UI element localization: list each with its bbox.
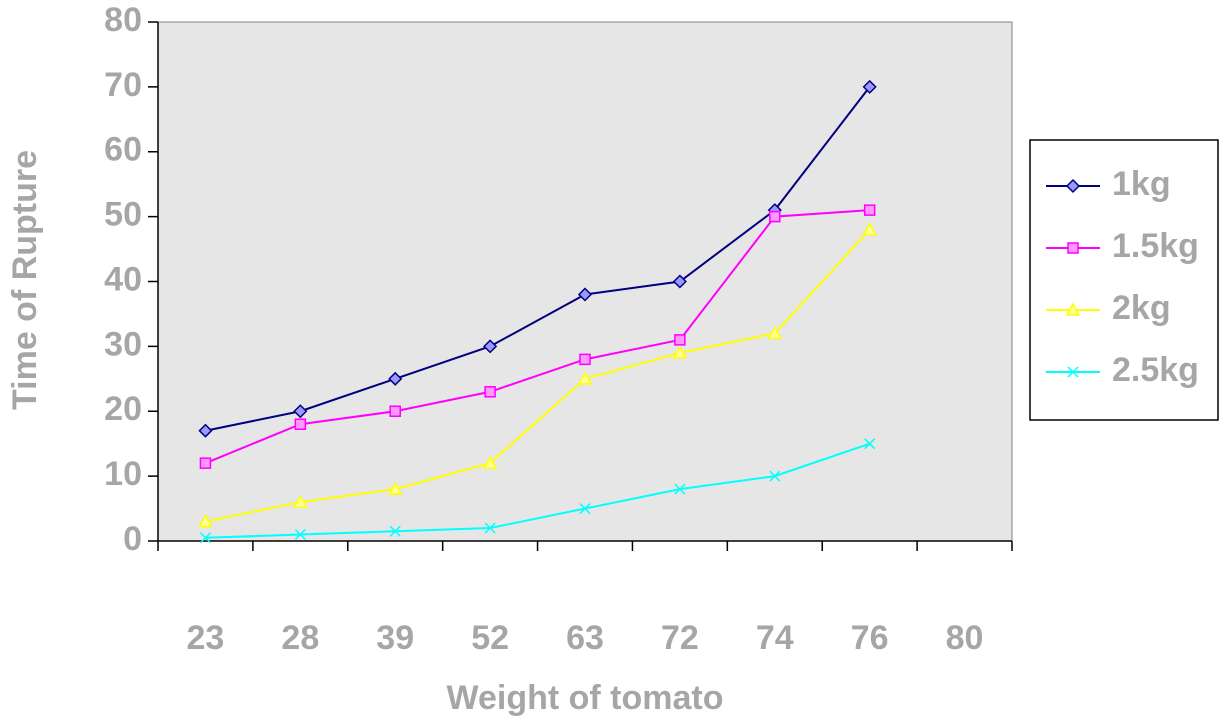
data-point	[199, 532, 211, 544]
y-tick-label: 60	[104, 131, 142, 169]
data-point	[579, 503, 591, 515]
legend-label: 2kg	[1112, 289, 1171, 327]
data-point	[674, 334, 686, 346]
series-line	[205, 228, 871, 523]
data-point	[294, 528, 306, 541]
y-tick-label: 0	[123, 520, 142, 558]
legend-label: 1.5kg	[1112, 227, 1199, 265]
x-tick-label: 72	[661, 619, 699, 657]
data-point	[199, 457, 212, 469]
data-point	[863, 204, 876, 216]
legend-label: 2.5kg	[1112, 351, 1199, 389]
data-point	[482, 455, 498, 469]
series-line	[205, 442, 870, 539]
y-tick-label: 70	[104, 66, 142, 104]
data-point	[674, 483, 686, 495]
x-tick-label: 23	[187, 619, 225, 657]
data-point	[483, 339, 498, 354]
x-tick-label: 80	[946, 619, 984, 657]
data-point	[862, 222, 877, 236]
legend-label: 1kg	[1112, 165, 1171, 203]
x-tick-label: 52	[471, 619, 509, 657]
data-point	[862, 79, 877, 94]
data-point	[389, 405, 401, 417]
y-tick-label: 30	[104, 325, 142, 363]
y-tick-label: 80	[104, 1, 142, 39]
data-point	[293, 494, 308, 508]
data-point	[198, 513, 213, 528]
x-axis-title: Weight of tomato	[447, 679, 724, 717]
data-point	[769, 210, 781, 223]
data-point	[294, 418, 307, 430]
x-tick-label: 39	[376, 619, 414, 657]
legend-marker	[1065, 302, 1081, 316]
legend-marker	[1065, 178, 1081, 194]
y-axis-title: Time of Rupture	[6, 150, 44, 410]
series-line	[205, 209, 870, 465]
data-point	[389, 525, 401, 537]
data-point	[388, 371, 403, 386]
plot-area	[157, 21, 1013, 542]
data-point	[198, 423, 213, 438]
x-tick-label: 74	[756, 619, 794, 657]
legend-marker	[1067, 242, 1079, 254]
y-tick-label: 20	[104, 390, 142, 428]
legend: 1kg 1.5kg 2kg 2.5kg	[1029, 139, 1219, 421]
data-point	[579, 353, 591, 366]
data-point	[672, 345, 688, 359]
legend-marker	[1067, 366, 1079, 378]
data-point	[293, 404, 308, 419]
data-point	[387, 481, 403, 495]
data-point	[769, 470, 781, 482]
data-point	[577, 287, 593, 302]
x-tick-label: 63	[566, 619, 604, 657]
data-point	[672, 274, 687, 289]
x-tick-label: 28	[281, 619, 319, 657]
data-point	[577, 371, 593, 385]
data-point	[767, 325, 783, 340]
data-point	[484, 522, 496, 534]
x-tick-label: 76	[851, 619, 889, 657]
series-line	[205, 86, 871, 432]
y-tick-label: 40	[104, 260, 142, 298]
y-tick-label: 10	[104, 455, 142, 493]
data-point	[484, 386, 496, 398]
data-point	[864, 438, 876, 450]
y-tick-label: 50	[104, 196, 142, 234]
